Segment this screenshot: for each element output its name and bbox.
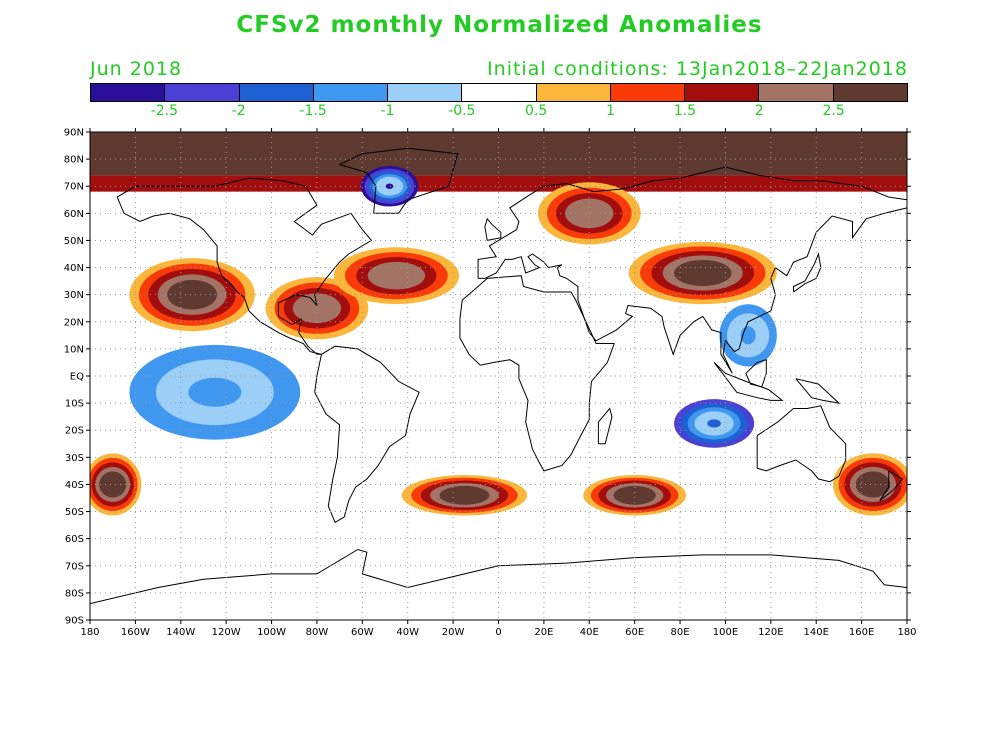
color-scale-swatch	[610, 84, 686, 101]
color-scale-tick-label: 1	[606, 103, 615, 119]
color-scale-swatch	[833, 84, 907, 101]
anomaly-region	[707, 419, 721, 428]
japan-outline	[793, 252, 822, 293]
anomaly-region	[90, 132, 907, 176]
lon-tick-label: 80E	[671, 627, 690, 638]
color-scale-tick-label: 2	[754, 103, 764, 119]
initial-conditions-label: Initial conditions: 13Jan2018–22Jan2018	[487, 58, 908, 80]
lon-tick-label: 40E	[580, 627, 599, 638]
color-scale-tick-label: -1	[380, 103, 395, 119]
anomaly-region	[188, 377, 242, 407]
anomaly-region	[182, 289, 202, 301]
color-scale-swatch	[165, 84, 240, 101]
lon-tick-label: 0	[495, 627, 501, 638]
lat-tick-label: 30S	[65, 453, 84, 464]
chart-title: CFSv2 monthly Normalized Anomalies	[236, 12, 763, 38]
anomaly-region	[627, 492, 643, 498]
coastlines	[90, 147, 907, 620]
borneo-outline	[745, 359, 767, 388]
lon-tick-label: 100W	[257, 627, 286, 638]
lon-tick-label: 120E	[758, 627, 783, 638]
africa-outline	[459, 275, 615, 472]
australia-outline	[756, 405, 847, 483]
lat-tick-label: 60N	[64, 209, 84, 220]
anomaly-region	[580, 207, 599, 219]
lon-tick-label: 160W	[121, 627, 150, 638]
lon-tick-label: 180	[897, 627, 916, 638]
north-america-outline	[116, 177, 373, 355]
uk-outline	[484, 217, 502, 241]
new-guinea-outline	[795, 378, 841, 404]
lon-tick-label: 180	[80, 627, 99, 638]
color-scale-tick-label: -0.5	[448, 103, 476, 119]
graticule	[90, 132, 907, 620]
lon-tick-label: 100E	[713, 627, 738, 638]
color-scale-swatch	[536, 84, 611, 101]
color-scale-tick-label: -2.5	[150, 103, 179, 119]
lon-tick-label: 140W	[166, 627, 195, 638]
lat-tick-label: EQ	[70, 372, 84, 383]
lat-tick-label: 10N	[64, 344, 84, 355]
color-scale-tick-label: -1.5	[299, 103, 327, 119]
anomaly-field	[90, 132, 907, 620]
lat-tick-label: 40N	[64, 263, 84, 274]
lon-tick-label: 40W	[396, 627, 419, 638]
anomaly-region	[455, 492, 474, 498]
color-scale-tick-label: 1.5	[673, 103, 697, 119]
color-scale-swatch	[91, 84, 166, 101]
color-scale-swatch	[313, 84, 389, 101]
lon-tick-label: 140E	[804, 627, 829, 638]
lat-tick-label: 30N	[64, 290, 84, 301]
lat-tick-label: 50N	[64, 236, 84, 247]
lon-tick-label: 80W	[306, 627, 329, 638]
lat-tick-label: 50S	[65, 507, 84, 518]
lat-tick-label: 70S	[65, 561, 84, 572]
anomaly-region	[385, 183, 394, 189]
lon-tick-label: 120W	[212, 627, 241, 638]
lat-tick-label: 80S	[65, 588, 84, 599]
lat-tick-label: 60S	[65, 534, 84, 545]
eurasia-outline	[477, 166, 907, 374]
anomaly-region	[108, 479, 117, 489]
greenland-outline	[338, 147, 459, 214]
color-scale-tick-label: -2	[231, 103, 246, 119]
lat-tick-label: 90N	[64, 128, 84, 139]
anomaly-region	[691, 268, 715, 278]
color-scale-swatch	[239, 84, 314, 101]
anomaly-region	[867, 479, 879, 489]
indonesia-outline	[713, 362, 784, 401]
lon-tick-label: 160E	[849, 627, 874, 638]
color-scale-bar	[90, 83, 908, 102]
forecast-month-label: Jun 2018	[90, 58, 183, 80]
lat-tick-label: 10S	[65, 399, 84, 410]
color-scale-swatch	[759, 84, 834, 101]
anomaly-region	[307, 302, 327, 314]
color-scale-tick-label: 0.5	[525, 103, 548, 119]
color-scale-swatch	[388, 84, 463, 101]
lat-tick-label: 80N	[64, 155, 84, 166]
lat-tick-label: 90S	[65, 616, 84, 627]
new-zealand-outline	[879, 470, 904, 502]
lon-tick-label: 60W	[351, 627, 374, 638]
axes: 90N 80N 70N 60N 50N 40N 30N 20N 10N EQ 10S 20S 30S 40…	[64, 128, 917, 639]
anomaly-region	[90, 175, 907, 192]
lon-tick-label: 60E	[625, 627, 644, 638]
madagascar-outline	[597, 407, 613, 445]
south-america-outline	[314, 345, 420, 524]
antarctica-outline	[90, 548, 907, 620]
color-scale-swatch	[462, 84, 537, 101]
anomaly-region	[385, 270, 408, 281]
color-scale-tick-label: 2.5	[822, 103, 845, 119]
color-scale-labels: -2.5 -2 -1.5 -1 -0.5 0.5 1 1.5 2 2.5	[90, 103, 908, 121]
lat-tick-label: 20S	[65, 426, 84, 437]
lon-tick-label: 20W	[442, 627, 465, 638]
lat-tick-label: 70N	[64, 182, 84, 193]
lat-tick-label: 40S	[65, 480, 84, 491]
lat-tick-label: 20N	[64, 317, 84, 328]
lon-tick-label: 20E	[534, 627, 553, 638]
color-scale-swatch	[685, 84, 760, 101]
